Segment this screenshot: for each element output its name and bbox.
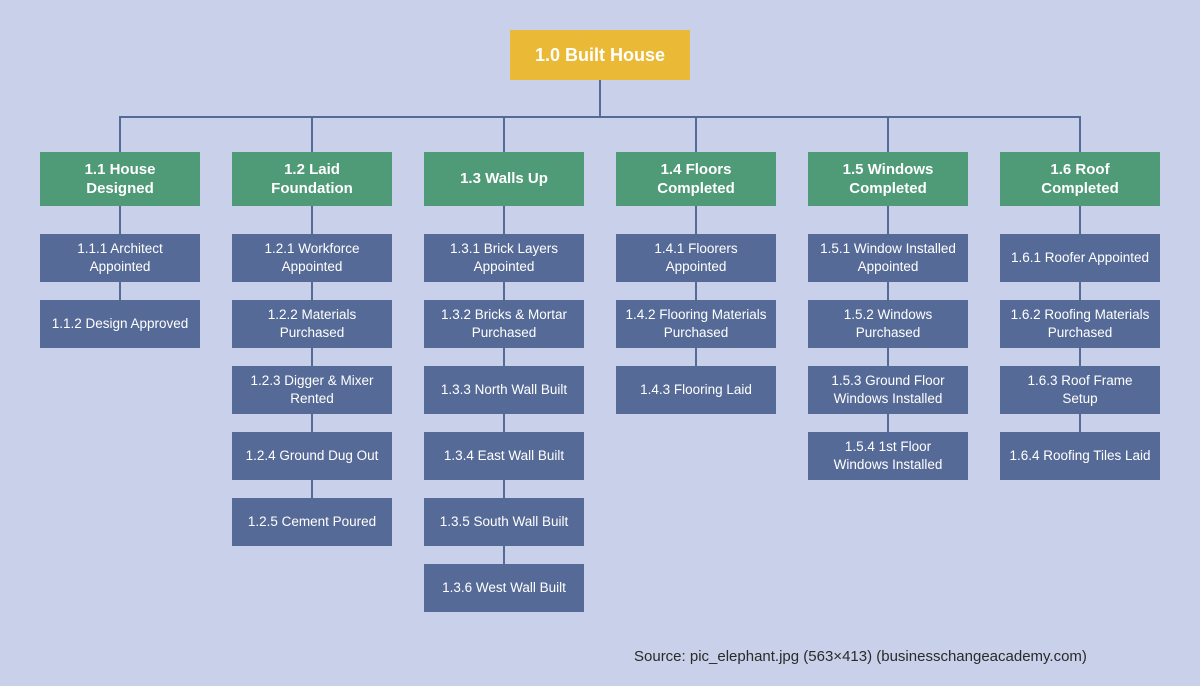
- connector: [1079, 414, 1081, 432]
- connector: [599, 80, 601, 116]
- connector: [503, 414, 505, 432]
- branch-node-3: 1.4 Floors Completed: [616, 152, 776, 206]
- leaf-node-4-1: 1.5.2 Windows Purchased: [808, 300, 968, 348]
- connector: [503, 546, 505, 564]
- connector: [311, 480, 313, 498]
- connector: [503, 480, 505, 498]
- connector: [887, 414, 889, 432]
- connector: [1079, 282, 1081, 300]
- source-caption: Source: pic_elephant.jpg (563×413) (busi…: [634, 648, 1087, 665]
- connector: [503, 282, 505, 300]
- connector: [311, 282, 313, 300]
- connector: [119, 206, 121, 234]
- leaf-node-2-0: 1.3.1 Brick Layers Appointed: [424, 234, 584, 282]
- connector: [695, 116, 697, 152]
- connector: [1079, 348, 1081, 366]
- connector: [311, 348, 313, 366]
- connector: [887, 116, 889, 152]
- connector: [119, 116, 121, 152]
- leaf-node-4-3: 1.5.4 1st Floor Windows Installed: [808, 432, 968, 480]
- leaf-node-3-0: 1.4.1 Floorers Appointed: [616, 234, 776, 282]
- connector: [503, 348, 505, 366]
- connector: [503, 116, 505, 152]
- leaf-node-1-2: 1.2.3 Digger & Mixer Rented: [232, 366, 392, 414]
- leaf-node-5-0: 1.6.1 Roofer Appointed: [1000, 234, 1160, 282]
- connector: [1079, 116, 1081, 152]
- branch-node-1: 1.2 Laid Foundation: [232, 152, 392, 206]
- leaf-node-2-1: 1.3.2 Bricks & Mortar Purchased: [424, 300, 584, 348]
- branch-node-0: 1.1 House Designed: [40, 152, 200, 206]
- connector: [695, 348, 697, 366]
- connector: [887, 206, 889, 234]
- connector: [887, 348, 889, 366]
- leaf-node-3-1: 1.4.2 Flooring Materials Purchased: [616, 300, 776, 348]
- leaf-node-1-4: 1.2.5 Cement Poured: [232, 498, 392, 546]
- connector: [311, 414, 313, 432]
- leaf-node-0-0: 1.1.1 Architect Appointed: [40, 234, 200, 282]
- connector: [695, 282, 697, 300]
- connector: [1079, 206, 1081, 234]
- leaf-node-3-2: 1.4.3 Flooring Laid: [616, 366, 776, 414]
- leaf-node-1-1: 1.2.2 Materials Purchased: [232, 300, 392, 348]
- leaf-node-5-3: 1.6.4 Roofing Tiles Laid: [1000, 432, 1160, 480]
- leaf-node-0-1: 1.1.2 Design Approved: [40, 300, 200, 348]
- leaf-node-4-0: 1.5.1 Window Installed Appointed: [808, 234, 968, 282]
- connector: [311, 116, 313, 152]
- branch-node-5: 1.6 Roof Completed: [1000, 152, 1160, 206]
- connector: [695, 206, 697, 234]
- leaf-node-5-1: 1.6.2 Roofing Materials Purchased: [1000, 300, 1160, 348]
- connector: [120, 116, 1080, 118]
- leaf-node-1-0: 1.2.1 Workforce Appointed: [232, 234, 392, 282]
- leaf-node-2-2: 1.3.3 North Wall Built: [424, 366, 584, 414]
- connector: [119, 282, 121, 300]
- leaf-node-2-5: 1.3.6 West Wall Built: [424, 564, 584, 612]
- leaf-node-4-2: 1.5.3 Ground Floor Windows Installed: [808, 366, 968, 414]
- leaf-node-5-2: 1.6.3 Roof Frame Setup: [1000, 366, 1160, 414]
- leaf-node-2-4: 1.3.5 South Wall Built: [424, 498, 584, 546]
- leaf-node-1-3: 1.2.4 Ground Dug Out: [232, 432, 392, 480]
- connector: [503, 206, 505, 234]
- leaf-node-2-3: 1.3.4 East Wall Built: [424, 432, 584, 480]
- root-node: 1.0 Built House: [510, 30, 690, 80]
- branch-node-2: 1.3 Walls Up: [424, 152, 584, 206]
- branch-node-4: 1.5 Windows Completed: [808, 152, 968, 206]
- connector: [887, 282, 889, 300]
- connector: [311, 206, 313, 234]
